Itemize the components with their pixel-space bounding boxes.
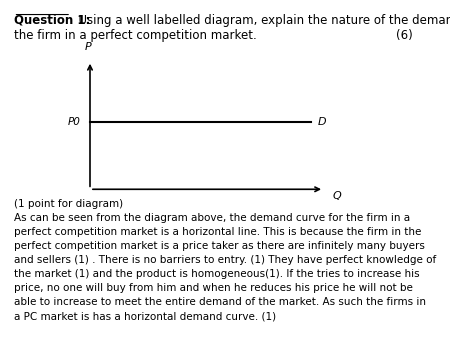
Text: (1 point for diagram)
As can be seen from the diagram above, the demand curve fo: (1 point for diagram) As can be seen fro… — [14, 199, 436, 321]
Text: D: D — [317, 118, 326, 127]
Text: P: P — [85, 42, 91, 52]
Text: Using a well labelled diagram, explain the nature of the demand curve of: Using a well labelled diagram, explain t… — [71, 14, 450, 26]
Text: Question 1:: Question 1: — [14, 14, 90, 26]
Text: the firm in a perfect competition market.: the firm in a perfect competition market… — [14, 29, 256, 42]
Text: P0: P0 — [68, 118, 81, 127]
Text: Q: Q — [333, 191, 342, 201]
Text: (6): (6) — [396, 29, 413, 42]
